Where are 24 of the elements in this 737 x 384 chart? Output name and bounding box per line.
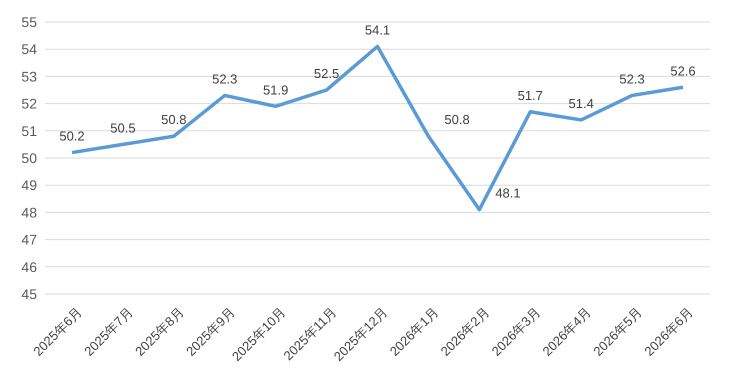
- y-tick-label: 47: [21, 232, 38, 248]
- data-label: 51.7: [518, 88, 543, 103]
- data-label: 50.8: [444, 112, 470, 128]
- y-tick-label: 50: [21, 150, 38, 166]
- data-label: 54.1: [364, 22, 390, 38]
- y-tick-label: 45: [21, 286, 38, 302]
- data-label: 51.9: [263, 82, 288, 98]
- y-tick-label: 49: [21, 177, 38, 194]
- y-tick-label: 51: [21, 122, 38, 139]
- y-tick-label: 54: [21, 41, 38, 58]
- y-tick-label: 55: [21, 14, 38, 30]
- data-label: 50.2: [59, 128, 85, 144]
- data-label: 52.3: [212, 71, 238, 86]
- data-label: 52.3: [619, 71, 645, 86]
- data-label: 50.8: [161, 112, 186, 128]
- y-tick-label: 53: [21, 68, 38, 84]
- y-tick-label: 52: [21, 96, 38, 112]
- data-label: 52.5: [314, 66, 340, 81]
- data-label: 48.1: [495, 186, 521, 201]
- y-tick-label: 48: [21, 204, 38, 220]
- data-label: 50.5: [110, 120, 136, 136]
- data-label: 52.6: [670, 63, 696, 78]
- y-tick-label: 46: [21, 258, 38, 275]
- data-label: 51.4: [568, 96, 594, 111]
